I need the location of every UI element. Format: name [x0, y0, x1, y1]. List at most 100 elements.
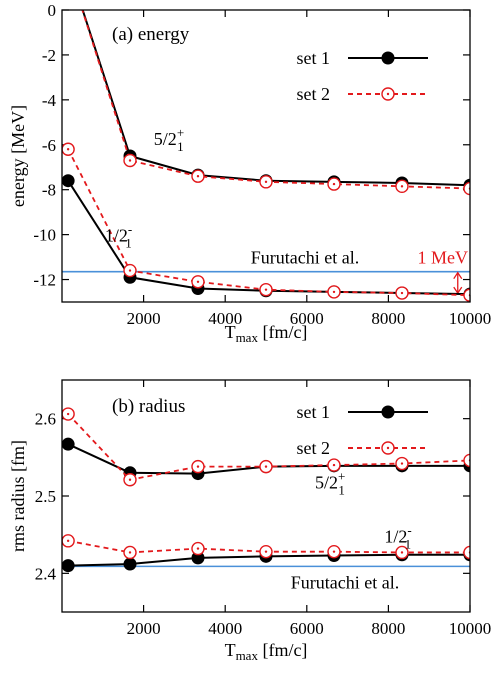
y-tick-label: 2.4 — [35, 564, 57, 583]
x-axis-title-main: T — [225, 640, 236, 660]
y-tick-label: 2.5 — [35, 487, 56, 506]
x-axis-title-main: T — [225, 322, 236, 342]
data-point-set2 — [463, 453, 470, 468]
reference-label: Furutachi et al. — [251, 248, 359, 268]
state-annotation-sup: - — [128, 221, 132, 236]
state-annotation: 5/2+ 1 — [315, 468, 345, 497]
state-annotation-sup: - — [407, 522, 411, 537]
x-tick-label: 10000 — [449, 309, 492, 328]
x-tick-label: 4000 — [208, 309, 242, 328]
y-axis-title: energy [MeV] — [8, 105, 28, 207]
y-tick-label: 0 — [48, 1, 57, 20]
data-point-set2-center — [264, 465, 268, 468]
data-point-set1 — [123, 557, 137, 571]
legend-marker — [381, 405, 395, 419]
data-point-set2-center — [264, 550, 268, 553]
data-point-set2-center — [332, 550, 336, 553]
x-tick-label: 6000 — [290, 619, 324, 638]
data-point-set2 — [463, 181, 470, 196]
state-annotation-sub: 1 — [177, 139, 184, 154]
x-tick-label: 6000 — [290, 309, 324, 328]
legend: set 1 set 2 — [297, 402, 428, 458]
x-tick-label: 2000 — [127, 309, 161, 328]
legend-marker-center — [386, 92, 390, 96]
plot-frame — [61, 379, 471, 613]
x-axis-title-rest: [fm/c] — [258, 640, 307, 660]
data-point-set2-center — [196, 175, 200, 178]
data-point-set2-center — [400, 551, 404, 554]
bracket-arrow-up — [453, 271, 463, 280]
reference-label: Furutachi et al. — [291, 572, 399, 592]
data-point-set2-center — [332, 290, 336, 294]
state-annotation: 1/2-1 — [384, 522, 411, 551]
data-point-set2-center — [332, 463, 336, 467]
legend-marker — [381, 51, 395, 65]
y-tick-label: -10 — [33, 226, 56, 245]
y-tick-label: 2.6 — [35, 410, 56, 429]
x-axis-title: Tmax [fm/c] — [225, 322, 308, 345]
state-annotation: 1/2-1 — [105, 221, 132, 250]
data-point-set2-center — [128, 159, 132, 162]
data-point-set2 — [463, 545, 470, 560]
state-annotation-sub: 1 — [125, 235, 132, 250]
data-point-set2-center — [264, 180, 268, 184]
data-point-set2-center — [128, 269, 132, 272]
x-tick-label: 2000 — [127, 619, 161, 638]
legend-label-set1: set 1 — [297, 402, 331, 422]
legend-label-set2: set 2 — [297, 84, 331, 104]
y-tick-label: -6 — [42, 136, 56, 155]
data-point-set2-center — [400, 462, 404, 465]
data-point-set2-center — [128, 478, 132, 481]
state-annotation-main: 5/2 — [315, 472, 338, 492]
state-annotation-sub: 1 — [338, 482, 345, 497]
state-annotation-sup: + — [177, 125, 184, 140]
legend-label-set2: set 2 — [297, 438, 331, 458]
bracket-label: 1 MeV — [418, 248, 469, 268]
data-point-set1 — [62, 174, 75, 188]
data-point-set1 — [191, 551, 205, 565]
state-annotation-main: 1/2 — [384, 526, 407, 546]
data-point-set2-center — [400, 291, 404, 295]
x-axis-title-rest: [fm/c] — [258, 322, 307, 342]
y-tick-label: -2 — [42, 46, 56, 65]
state-annotation-sub: 1 — [405, 536, 412, 551]
data-point-set2-center — [66, 412, 70, 416]
data-point-set2-center — [196, 280, 200, 283]
data-point-set2-center — [66, 148, 70, 151]
legend: set 1 set 2 — [297, 48, 428, 104]
data-point-set2 — [463, 288, 470, 302]
state-annotation-main: 5/2 — [154, 129, 177, 149]
data-point-set2-center — [196, 465, 200, 468]
panel-label: (b) radius — [112, 396, 185, 417]
plot-frame — [61, 9, 471, 303]
legend-marker-center — [386, 446, 390, 450]
x-tick-label: 10000 — [449, 619, 492, 638]
x-axis-title-sub: max — [236, 648, 259, 663]
data-point-set1 — [62, 559, 75, 573]
y-tick-label: -12 — [33, 271, 56, 290]
panel-radius: 2000 4000 6000 8000 10000 2.4 2.5 2.6 rms radius… — [8, 379, 492, 663]
x-tick-label: 8000 — [371, 309, 405, 328]
series-group — [62, 407, 470, 573]
data-point-set2-center — [196, 547, 200, 550]
y-tick-label: -8 — [42, 181, 56, 200]
series-group — [62, 10, 470, 302]
state-annotation-main: 1/2 — [105, 225, 128, 245]
data-point-set2-center — [128, 551, 132, 554]
data-point-set2-center — [400, 185, 404, 188]
legend-label-set1: set 1 — [297, 48, 331, 68]
data-point-set1 — [62, 437, 75, 451]
x-axis-title: Tmax [fm/c] — [225, 640, 308, 663]
data-point-set2-center — [264, 288, 268, 291]
y-axis-title: rms radius [fm] — [8, 440, 28, 552]
panel-label: (a) energy — [112, 24, 190, 45]
panel-energy: 2000 4000 6000 8000 10000 0 -2 -4 -6 -8 -10 -12 ener… — [8, 1, 492, 345]
y-tick-label: -4 — [42, 91, 57, 110]
data-point-set2-center — [332, 182, 336, 186]
state-annotation: 5/2+ 1 — [154, 125, 184, 154]
x-axis-title-sub: max — [236, 330, 259, 345]
state-annotation-sup: + — [338, 468, 345, 483]
x-tick-label: 8000 — [371, 619, 405, 638]
bracket-1mev — [453, 271, 463, 295]
